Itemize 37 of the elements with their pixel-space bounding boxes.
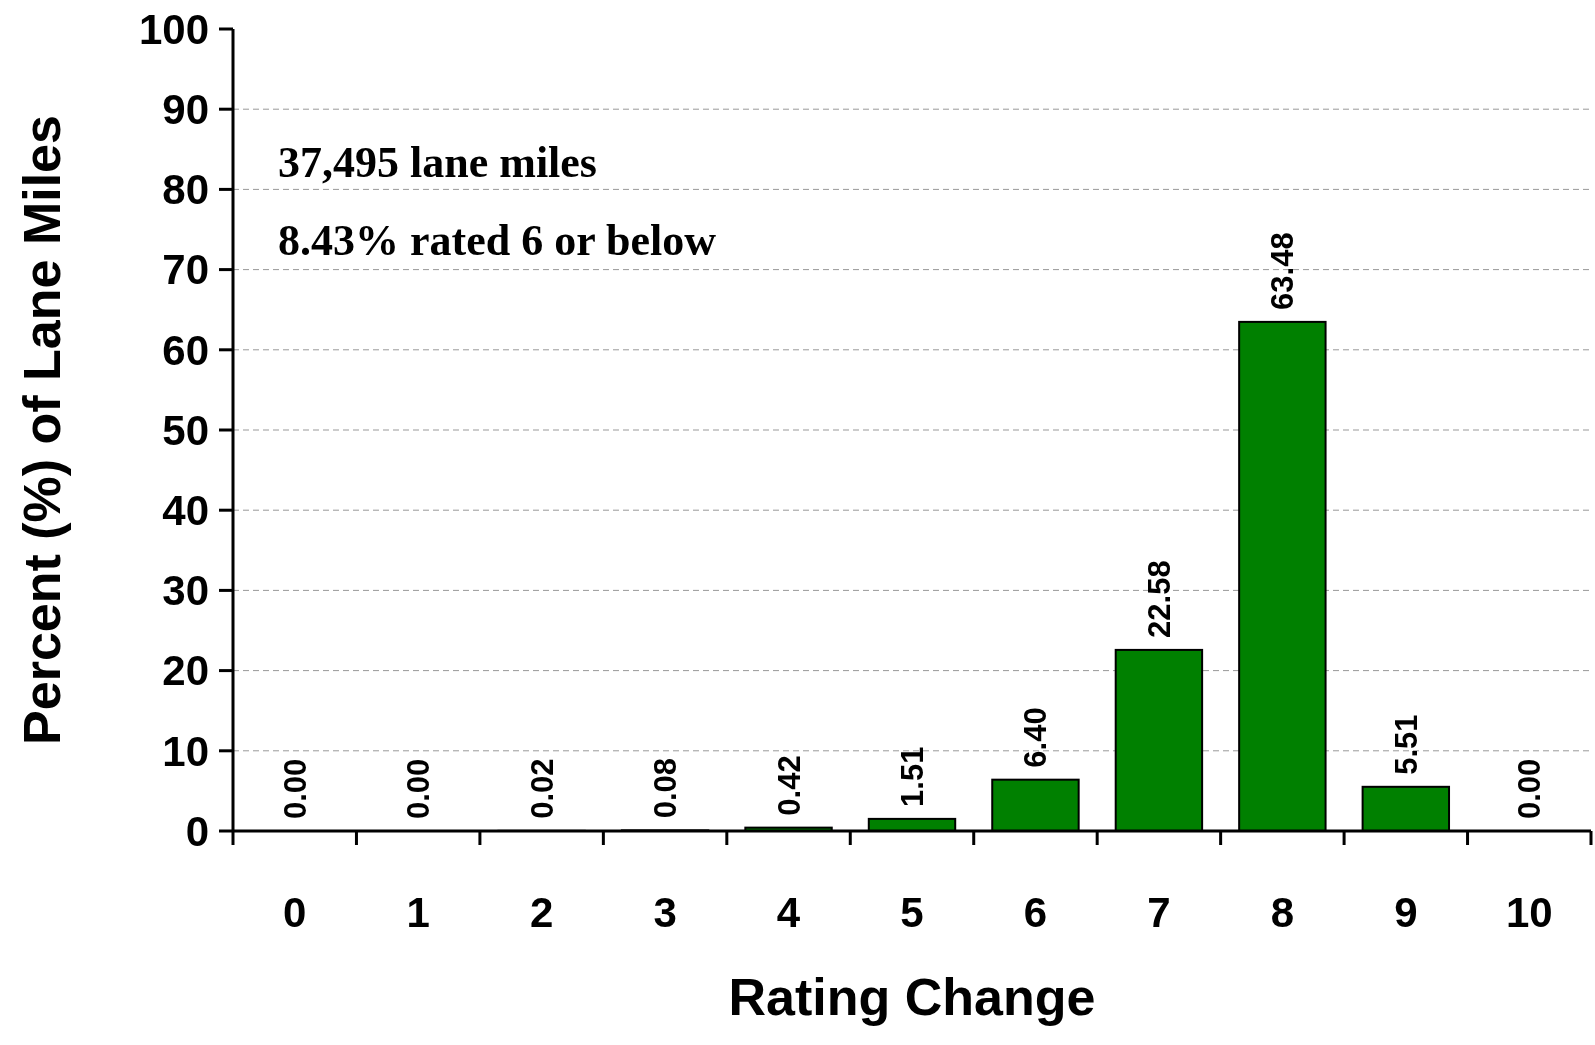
y-tick-label: 90	[162, 85, 209, 133]
x-tick-label: 2	[529, 888, 554, 936]
x-tick-label: 1	[406, 888, 430, 936]
y-axis-title: Percent (%) of Lane Miles	[13, 115, 71, 745]
data-label: 0.08	[648, 758, 684, 819]
x-tick-label: 9	[1394, 888, 1418, 936]
y-tick-label: 60	[162, 326, 209, 374]
x-axis-title: Rating Change	[728, 968, 1096, 1026]
y-tick-label: 80	[162, 166, 209, 214]
data-label: 5.51	[1388, 714, 1424, 775]
x-tick-label: 0	[283, 888, 307, 936]
y-tick-label: 0	[185, 807, 209, 855]
data-label: 0.00	[277, 758, 313, 819]
y-tick-label: 10	[162, 727, 209, 775]
x-tick-label: 7	[1147, 888, 1171, 936]
y-tick-label: 40	[162, 486, 209, 534]
annotation: 8.43% rated 6 or below	[278, 216, 717, 265]
x-tick-label: 8	[1270, 888, 1295, 936]
x-tick-label: 3	[653, 888, 677, 936]
data-label: 1.51	[895, 746, 930, 807]
y-tick-label: 70	[162, 246, 209, 294]
x-tick-label: 10	[1505, 888, 1553, 936]
y-tick-label: 20	[162, 647, 209, 695]
x-tick-label: 5	[900, 888, 924, 936]
annotation: 37,495 lane miles	[278, 138, 597, 187]
data-label: 6.40	[1018, 707, 1054, 768]
data-label: 0.00	[401, 758, 437, 819]
data-label: 0.42	[771, 755, 807, 816]
data-label: 0.00	[1512, 758, 1548, 819]
data-label: 22.58	[1141, 560, 1177, 638]
y-tick-label: 50	[162, 406, 209, 454]
x-tick-label: 6	[1023, 888, 1048, 936]
data-label: 0.02	[524, 758, 560, 819]
data-label: 63.48	[1265, 232, 1301, 310]
y-tick-label: 100	[138, 5, 209, 53]
y-tick-label: 30	[162, 567, 209, 615]
x-tick-label: 4	[776, 888, 801, 936]
